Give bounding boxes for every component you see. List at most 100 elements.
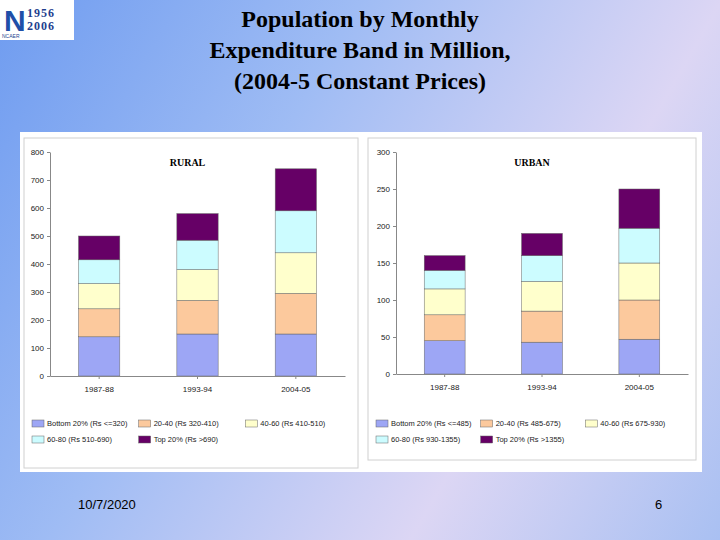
bar-segment bbox=[619, 263, 660, 300]
tick-mark bbox=[47, 152, 50, 153]
slide-title: Population by MonthlyExpenditure Band in… bbox=[150, 4, 570, 97]
legend-item: Top 20% (Rs >690) bbox=[139, 435, 219, 444]
tick: 0 bbox=[40, 372, 50, 381]
bar-segment bbox=[275, 334, 316, 376]
bar-segment bbox=[275, 293, 316, 334]
legend-item: Bottom 20% (Rs <=320) bbox=[32, 419, 128, 428]
page-number: 6 bbox=[655, 497, 662, 512]
tick-label: 300 bbox=[31, 288, 45, 297]
legend-item: 60-80 (Rs 930-1355) bbox=[376, 435, 461, 444]
bar-segment bbox=[177, 214, 218, 241]
legend-label: 40-60 (Rs 675-930) bbox=[600, 419, 666, 428]
tick: 150 bbox=[377, 259, 396, 268]
legend-label: Bottom 20% (Rs <=320) bbox=[47, 419, 128, 428]
bar-segment bbox=[619, 228, 660, 263]
tick: 0 bbox=[386, 370, 396, 379]
legend-label: 20-40 (Rs 485-675) bbox=[496, 419, 562, 428]
bar-segment bbox=[424, 289, 465, 315]
legend-swatch bbox=[32, 436, 44, 443]
legend-swatch bbox=[585, 420, 597, 427]
logo: N19562006NCAER bbox=[0, 0, 74, 40]
tick: 200 bbox=[377, 222, 396, 231]
bar-segment bbox=[424, 270, 465, 289]
tick-mark bbox=[393, 374, 396, 375]
legend: Bottom 20% (Rs <=320) 20-40 (Rs 320-410) 4… bbox=[32, 419, 326, 444]
logo-year: 1956 bbox=[27, 6, 55, 20]
y-axis: 0100200300400500600700800 bbox=[31, 148, 51, 381]
tick: 600 bbox=[31, 204, 50, 213]
bar-segment bbox=[522, 342, 563, 374]
legend-swatch bbox=[245, 420, 257, 427]
logo-name: NCAER bbox=[2, 33, 20, 39]
legend-item: Bottom 20% (Rs <=485) bbox=[376, 419, 472, 428]
legend-item: 20-40 (Rs 320-410) bbox=[139, 419, 220, 428]
tick-mark bbox=[47, 264, 50, 265]
tick-label: 200 bbox=[31, 316, 45, 325]
tick-mark bbox=[393, 152, 396, 153]
bar-segment bbox=[177, 270, 218, 301]
legend-item: 40-60 (Rs 410-510) bbox=[245, 419, 326, 428]
tick-mark bbox=[47, 292, 50, 293]
tick: 100 bbox=[377, 296, 396, 305]
legend-swatch bbox=[139, 420, 151, 427]
tick: 700 bbox=[31, 176, 50, 185]
legend: Bottom 20% (Rs <=485) 20-40 (Rs 485-675) 4… bbox=[376, 419, 666, 444]
tick-label: 50 bbox=[381, 333, 390, 342]
tick-label: 1993-94 bbox=[527, 383, 557, 392]
chart-panel bbox=[20, 132, 702, 472]
chart: 0501001502002503001987-881993-942004-05U… bbox=[368, 138, 696, 460]
tick: 200 bbox=[31, 316, 50, 325]
tick-mark bbox=[197, 376, 198, 379]
tick-label: 0 bbox=[40, 372, 45, 381]
tick-label: 150 bbox=[377, 259, 391, 268]
bar-segment bbox=[424, 315, 465, 341]
tick-label: 2004-05 bbox=[625, 383, 655, 392]
bar-segment bbox=[619, 339, 660, 374]
tick-label: 2004-05 bbox=[281, 385, 311, 394]
tick: 500 bbox=[31, 232, 50, 241]
tick: 400 bbox=[31, 260, 50, 269]
bar-segment bbox=[424, 256, 465, 271]
tick: 300 bbox=[31, 288, 50, 297]
tick-mark bbox=[47, 208, 50, 209]
tick-mark bbox=[639, 374, 640, 377]
tick-mark bbox=[393, 337, 396, 338]
bar-segment bbox=[177, 240, 218, 269]
tick: 1987-88 bbox=[430, 374, 460, 392]
tick-mark bbox=[47, 348, 50, 349]
tick: 1987-88 bbox=[84, 376, 114, 394]
x-axis: 1987-881993-942004-05 bbox=[51, 376, 346, 394]
legend-swatch bbox=[32, 420, 44, 427]
bar-segment bbox=[177, 334, 218, 376]
tick-label: 700 bbox=[31, 176, 45, 185]
chart-area bbox=[368, 138, 696, 460]
tick-label: 400 bbox=[31, 260, 45, 269]
chart: 01002003004005006007008001987-881993-942… bbox=[24, 138, 358, 468]
tick-mark bbox=[393, 226, 396, 227]
legend-item: 40-60 (Rs 675-930) bbox=[585, 419, 666, 428]
tick: 2004-05 bbox=[625, 374, 655, 392]
tick-label: 0 bbox=[386, 370, 391, 379]
tick-mark bbox=[47, 236, 50, 237]
legend-label: Top 20% (Rs >1355) bbox=[496, 435, 565, 444]
x-axis: 1987-88 1993-94 2004-05 bbox=[397, 374, 689, 392]
tick-label: 100 bbox=[377, 296, 391, 305]
title-line: Expenditure Band in Million, bbox=[150, 35, 570, 66]
tick-label: 1987-88 bbox=[430, 383, 460, 392]
axis-line bbox=[50, 153, 51, 377]
slide-canvas: N19562006NCAER01002003004005006007008001… bbox=[0, 0, 720, 540]
tick-label: 250 bbox=[377, 185, 391, 194]
tick: 250 bbox=[377, 185, 396, 194]
bar-segment bbox=[79, 236, 120, 260]
legend-label: Top 20% (Rs >690) bbox=[154, 435, 219, 444]
axis-line bbox=[396, 153, 397, 375]
bar-segment bbox=[275, 169, 316, 211]
tick-mark bbox=[542, 374, 543, 377]
bar-segment bbox=[424, 341, 465, 374]
title-line: Population by Monthly bbox=[150, 4, 570, 35]
legend-swatch bbox=[481, 420, 493, 427]
logo-box bbox=[0, 0, 74, 40]
tick-mark bbox=[47, 376, 50, 377]
tick-mark bbox=[393, 263, 396, 264]
tick: 1993-94 bbox=[527, 374, 557, 392]
